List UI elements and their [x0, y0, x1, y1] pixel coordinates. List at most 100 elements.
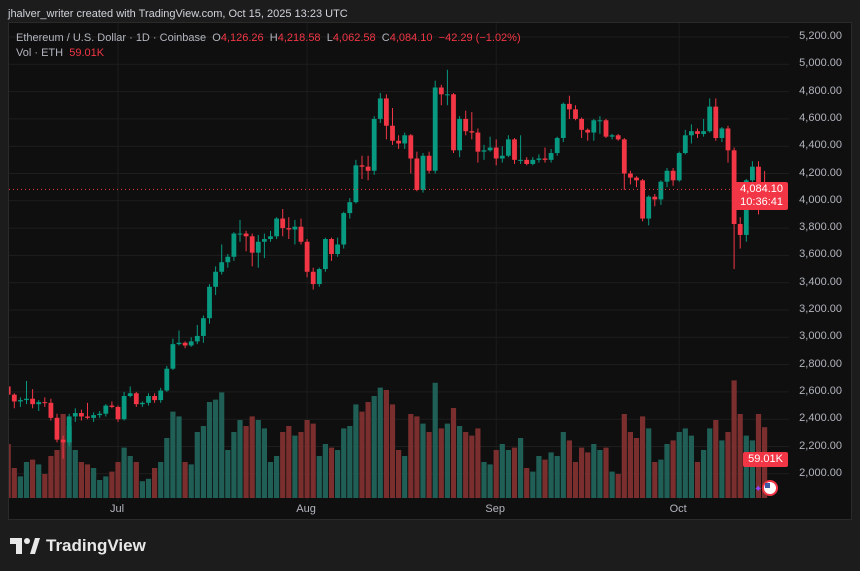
volume-bar	[487, 464, 493, 498]
candle-body	[158, 390, 164, 401]
volume-bar	[213, 399, 219, 498]
volume-bar	[530, 471, 536, 498]
volume-bar	[548, 452, 554, 498]
candle-body	[426, 155, 432, 171]
volume-bar	[481, 462, 487, 498]
add-event-icon[interactable]: ✦	[754, 484, 762, 495]
volume-bar	[103, 476, 109, 498]
volume-bar	[91, 468, 97, 498]
candle-body	[42, 402, 48, 404]
volume-bar	[176, 416, 182, 498]
candle-body	[530, 159, 536, 164]
close-label: C	[381, 32, 390, 44]
volume-bar	[243, 426, 249, 498]
volume-bar	[694, 462, 701, 498]
high-value: 4,218.58	[277, 32, 321, 44]
candle-body	[237, 233, 243, 235]
volume-bar	[225, 450, 231, 498]
candlestick-chart[interactable]: ✦	[9, 23, 851, 519]
volume-label[interactable]: Vol · ETH	[16, 47, 64, 59]
volume-bar	[261, 428, 267, 498]
candle-body	[243, 233, 249, 237]
candle-body	[396, 140, 401, 144]
price-tick-label: 2,800.00	[799, 357, 842, 370]
candle-body	[658, 181, 664, 200]
candle-body	[146, 395, 151, 403]
volume-bar	[518, 438, 524, 498]
candle-body	[603, 120, 609, 137]
candle-body	[634, 177, 639, 181]
volume-bar	[274, 456, 280, 498]
symbol-description[interactable]: Ethereum / U.S. Dollar · 1D · Coinbase	[16, 32, 207, 44]
volume-bar	[450, 408, 457, 498]
candle-body	[554, 138, 560, 154]
volume-bar	[670, 440, 676, 498]
volume-bar	[170, 411, 176, 498]
candle-body	[194, 335, 200, 342]
volume-bar	[554, 456, 560, 498]
volume-bar	[457, 426, 463, 498]
chart-pane[interactable]: ✦	[8, 22, 852, 520]
candle-body	[591, 120, 597, 133]
low-value: 4,062.58	[332, 32, 376, 44]
volume-bar	[23, 462, 30, 498]
volume-bar	[438, 428, 444, 498]
volume-bar	[182, 462, 188, 498]
volume-bar	[603, 447, 609, 498]
candle-body	[54, 417, 60, 440]
candle-body	[390, 125, 395, 141]
candle-body	[597, 120, 603, 122]
candle-body	[219, 262, 225, 272]
last-price: 4,084.10	[740, 183, 783, 195]
price-tick-label: 4,000.00	[799, 193, 842, 206]
candle-body	[432, 87, 438, 171]
candle-body	[188, 341, 194, 346]
volume-bar	[145, 478, 152, 498]
price-tick-label: 4,400.00	[799, 139, 842, 152]
candle-body	[573, 109, 578, 119]
candle-body	[225, 256, 231, 263]
price-tick-label: 2,200.00	[799, 439, 842, 452]
volume-bar	[188, 464, 194, 498]
candle-body	[176, 342, 182, 345]
volume-bar	[84, 464, 91, 498]
tradingview-logo[interactable]: TradingView	[10, 536, 146, 556]
volume-bar	[152, 468, 158, 498]
volume-bar	[78, 462, 84, 498]
price-tick-label: 3,200.00	[799, 303, 842, 315]
volume-bar	[749, 440, 755, 498]
volume-bar	[328, 447, 335, 498]
volume-bar	[292, 435, 298, 498]
volume-bar	[377, 387, 383, 498]
volume-bar	[66, 426, 72, 498]
candle-body	[133, 393, 139, 405]
candle-body	[609, 135, 615, 137]
volume-bar	[280, 432, 286, 498]
volume-bar	[572, 462, 579, 498]
volume-bar	[408, 414, 414, 498]
candle-body	[506, 139, 511, 156]
volume-bar	[426, 432, 432, 498]
volume-bar	[17, 476, 23, 498]
time-tick-label: Aug	[296, 503, 316, 515]
candle-body	[60, 439, 66, 443]
candle-body	[298, 226, 304, 242]
volume-bar	[627, 432, 633, 498]
tradingview-logo-icon	[10, 538, 40, 554]
open-value: 4,126.26	[220, 32, 264, 44]
volume-bar	[682, 428, 688, 498]
flag-canton	[765, 483, 770, 488]
volume-bar	[737, 414, 743, 498]
candle-body	[201, 318, 206, 336]
volume-bar	[701, 450, 707, 498]
candle-body	[249, 236, 255, 253]
volume-bar	[463, 432, 469, 498]
volume-bar	[48, 456, 54, 498]
candle-body	[420, 155, 426, 190]
candle-body	[304, 241, 310, 272]
volume-bar	[298, 432, 304, 498]
volume-bar	[335, 450, 341, 498]
volume-bar	[609, 471, 615, 498]
volume-bar	[359, 411, 365, 498]
candle-body	[377, 98, 383, 119]
